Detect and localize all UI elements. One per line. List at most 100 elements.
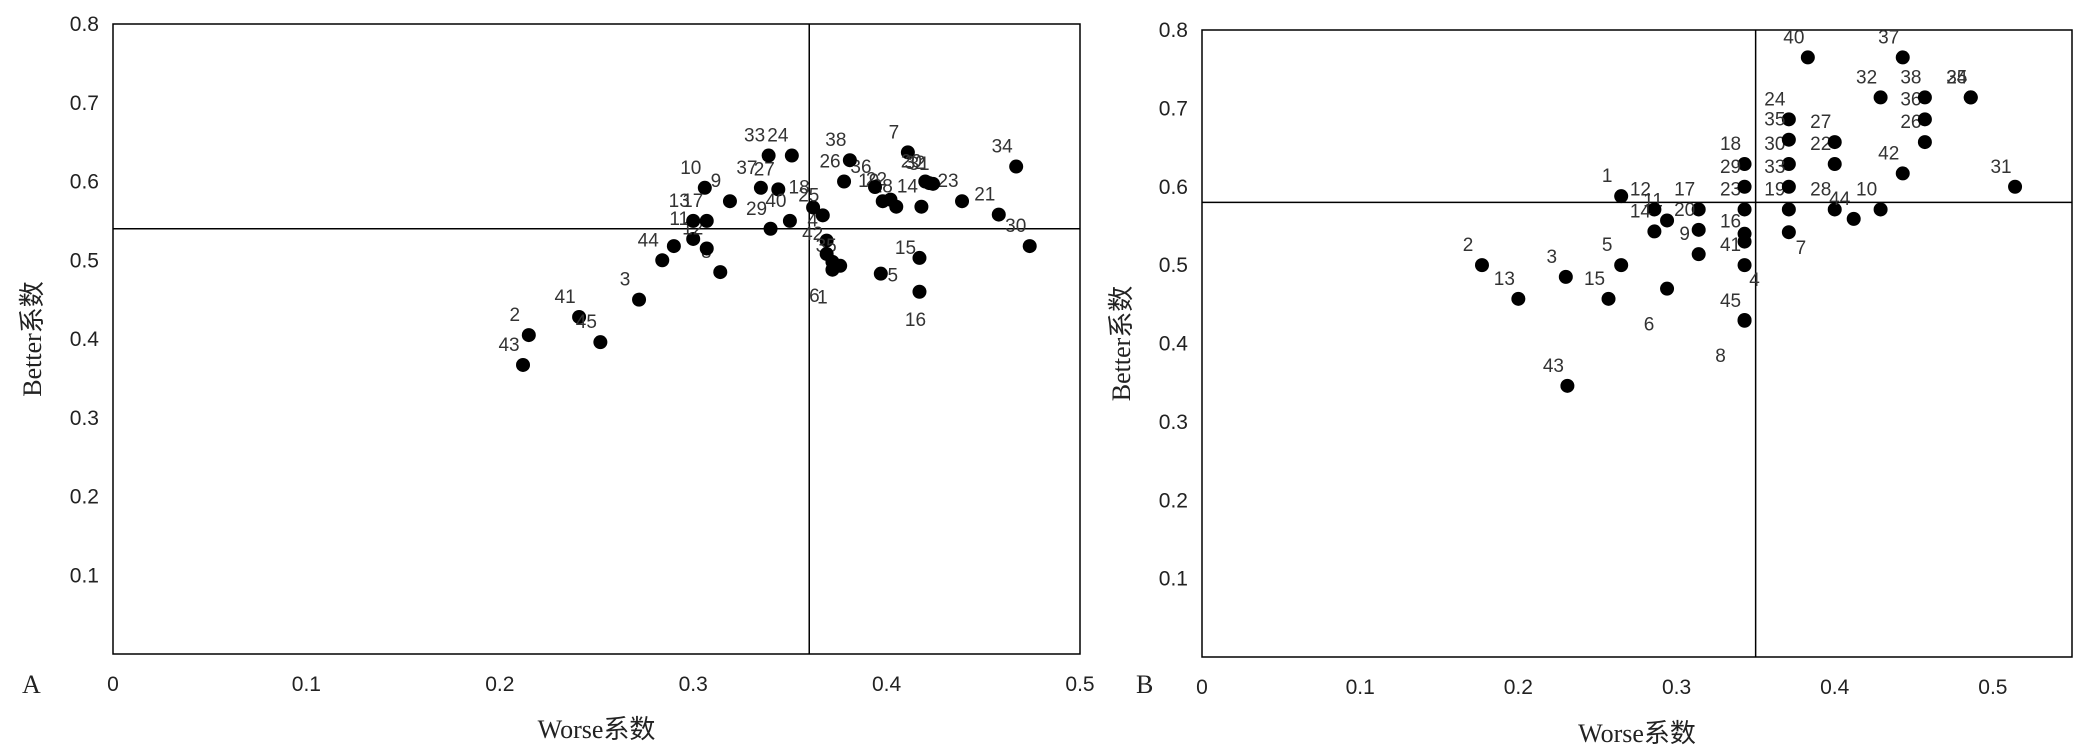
y-tick-label: 0.5 xyxy=(1159,254,1188,277)
data-point xyxy=(1737,313,1752,328)
point-label: 27 xyxy=(754,159,775,180)
point-label: 24 xyxy=(767,126,789,147)
point-label: 10 xyxy=(1856,179,1877,200)
point-label: 37 xyxy=(1878,27,1899,48)
panel-A: 0 0.1 0.2 0.3 0.4 0.5 0.1 0.2 0.3 0.4 0.5 0.6 0.7 0.8… xyxy=(18,13,1095,744)
point-label: 1 xyxy=(1602,166,1613,187)
data-point xyxy=(1917,90,1932,105)
point-label: 32 xyxy=(905,153,926,174)
data-point xyxy=(837,174,852,189)
point-label: 10 xyxy=(680,158,701,179)
data-point xyxy=(686,231,701,246)
data-point xyxy=(666,239,681,254)
point-label: 45 xyxy=(1720,291,1741,312)
point-label: 37 xyxy=(736,158,757,179)
point-label: 6 xyxy=(1644,315,1655,336)
data-point xyxy=(833,258,848,273)
data-point xyxy=(572,309,587,324)
point-label: 13 xyxy=(1494,269,1515,290)
data-point xyxy=(1917,135,1932,150)
y-tick-label: 0.4 xyxy=(70,328,100,351)
point-label: 4 xyxy=(807,211,818,232)
panel-B: 0 0.1 0.2 0.3 0.4 0.5 0.1 0.2 0.3 0.4 0.5 0.6 0.7 0.8… xyxy=(1107,19,2073,748)
data-point xyxy=(1917,112,1932,127)
point-label: 40 xyxy=(765,191,786,212)
point-label: 2 xyxy=(510,305,521,326)
data-point xyxy=(1737,258,1752,273)
point-label: 34 xyxy=(992,137,1014,158)
y-tick-label: 0.3 xyxy=(1159,411,1188,434)
point-label: 38 xyxy=(825,130,846,151)
data-point xyxy=(1846,211,1861,226)
point-label: 2 xyxy=(1463,235,1474,256)
point-label: 31 xyxy=(1990,157,2011,178)
data-point xyxy=(699,241,714,256)
y-tick-label: 0.6 xyxy=(70,171,99,194)
point-label: 21 xyxy=(974,185,995,206)
data-point xyxy=(873,266,888,281)
point-label: 5 xyxy=(1602,235,1613,256)
point-label: 23 xyxy=(1720,179,1741,200)
point-label: 14 xyxy=(897,177,919,198)
x-tick-label: 0 xyxy=(1196,676,1208,699)
y-tick-label: 0.1 xyxy=(70,564,99,587)
point-label: 20 xyxy=(901,152,922,173)
point-label: 38 xyxy=(1900,67,1921,88)
point-label: 20 xyxy=(1674,200,1695,221)
point-label: 3 xyxy=(1547,247,1558,268)
y-tick-label: 0.2 xyxy=(1159,489,1188,512)
data-point xyxy=(521,328,536,343)
x-tick-label: 0.1 xyxy=(292,673,321,696)
data-point xyxy=(1895,50,1910,65)
point-label: 29 xyxy=(746,199,767,220)
data-point xyxy=(1781,112,1796,127)
data-point xyxy=(1560,378,1575,393)
y-axis-title: Better系数 xyxy=(1107,286,1136,402)
point-label: 23 xyxy=(937,171,958,192)
data-point xyxy=(784,148,799,163)
point-label: 35 xyxy=(1764,110,1785,131)
point-label: 18 xyxy=(789,177,810,198)
x-tick-label: 0.3 xyxy=(679,673,708,696)
plot-frame xyxy=(112,23,1081,655)
point-label: 26 xyxy=(1900,112,1921,133)
point-label: 31 xyxy=(908,154,929,175)
panel-letter: B xyxy=(1136,670,1153,699)
point-label: 33 xyxy=(744,126,765,147)
point-label: 7 xyxy=(889,122,900,143)
point-label: 5 xyxy=(888,266,899,287)
y-tick-label: 0.5 xyxy=(70,249,99,272)
point-label: 24 xyxy=(1764,89,1786,110)
point-label: 41 xyxy=(1720,235,1741,256)
data-point xyxy=(697,180,712,195)
point-label: 43 xyxy=(498,335,519,356)
data-point xyxy=(1737,157,1752,172)
point-label: 42 xyxy=(802,224,823,245)
point-label: 25 xyxy=(798,185,819,206)
x-axis-title: Worse系数 xyxy=(1578,719,1696,748)
data-point xyxy=(686,213,701,228)
point-label: 15 xyxy=(895,238,916,259)
data-point xyxy=(1963,90,1978,105)
point-label: 16 xyxy=(905,310,926,331)
point-label: 18 xyxy=(1720,134,1741,155)
data-point xyxy=(1781,202,1796,217)
data-point xyxy=(815,208,830,223)
data-point xyxy=(1474,258,1489,273)
data-point xyxy=(722,194,737,209)
point-label: 9 xyxy=(1679,224,1690,245)
point-label: 30 xyxy=(1005,216,1026,237)
data-point xyxy=(1558,269,1573,284)
point-label: 15 xyxy=(1584,269,1605,290)
data-point xyxy=(1827,157,1842,172)
y-tick-label: 0.3 xyxy=(70,407,99,430)
point-label: 26 xyxy=(819,152,840,173)
data-point xyxy=(806,200,821,215)
data-point xyxy=(1895,166,1910,181)
data-point xyxy=(1873,90,1888,105)
data-point xyxy=(1781,132,1796,147)
point-label: 7 xyxy=(1796,238,1807,259)
point-label: 40 xyxy=(1783,27,1804,48)
data-point xyxy=(771,182,786,197)
